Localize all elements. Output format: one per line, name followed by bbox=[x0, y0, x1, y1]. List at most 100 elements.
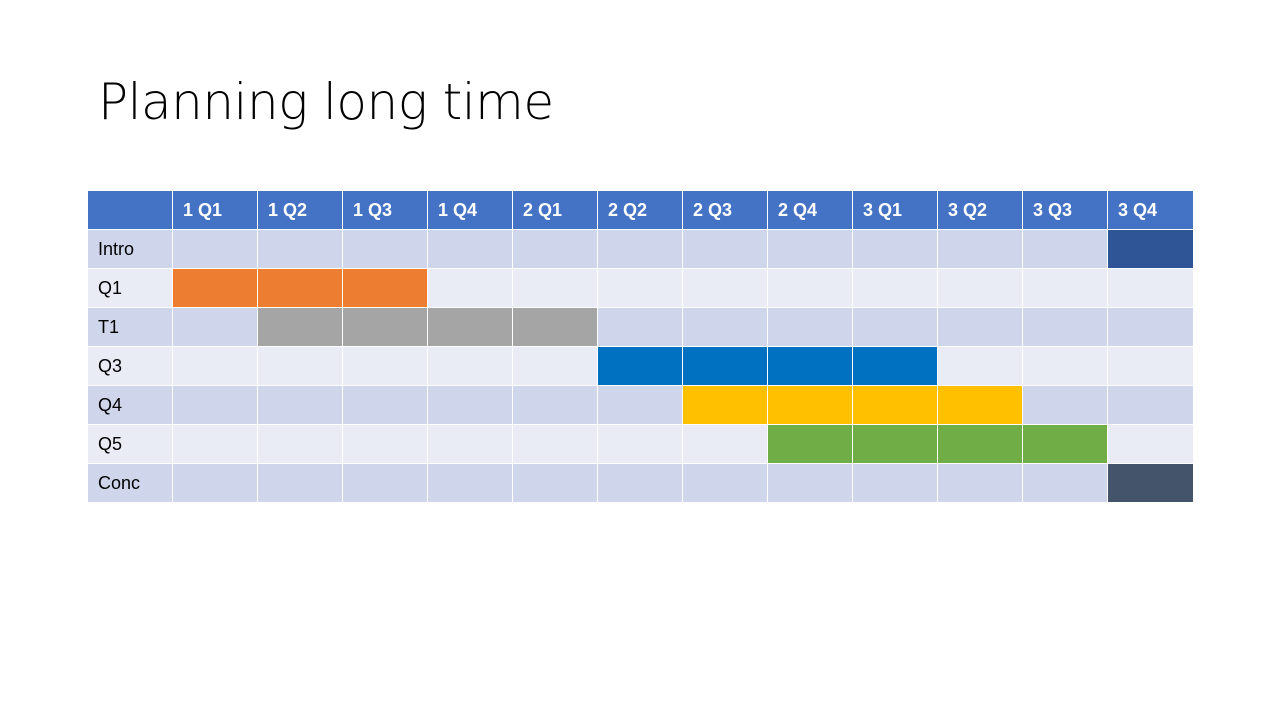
table-cell bbox=[428, 464, 513, 503]
table-cell bbox=[853, 464, 938, 503]
table-cell bbox=[683, 308, 768, 347]
header-quarter: 3 Q2 bbox=[938, 191, 1023, 230]
gantt-bar-cell bbox=[683, 347, 768, 386]
table-cell bbox=[853, 308, 938, 347]
table-cell bbox=[428, 425, 513, 464]
row-label: T1 bbox=[88, 308, 173, 347]
table-cell bbox=[1108, 386, 1193, 425]
header-corner-cell bbox=[88, 191, 173, 230]
table-cell bbox=[173, 425, 258, 464]
row-label: Q5 bbox=[88, 425, 173, 464]
table-cell bbox=[853, 230, 938, 269]
table-cell bbox=[513, 230, 598, 269]
gantt-bar-cell bbox=[598, 347, 683, 386]
table-cell bbox=[343, 230, 428, 269]
table-cell bbox=[768, 230, 853, 269]
table-cell bbox=[258, 464, 343, 503]
table-cell bbox=[513, 269, 598, 308]
header-quarter: 1 Q1 bbox=[173, 191, 258, 230]
table-cell bbox=[513, 425, 598, 464]
gantt-bar-cell bbox=[768, 425, 853, 464]
gantt-bar-cell bbox=[938, 386, 1023, 425]
gantt-bar-cell bbox=[343, 269, 428, 308]
table-cell bbox=[343, 464, 428, 503]
row-label: Conc bbox=[88, 464, 173, 503]
header-quarter: 1 Q3 bbox=[343, 191, 428, 230]
gantt-bar-cell bbox=[1023, 425, 1108, 464]
table-cell bbox=[683, 230, 768, 269]
table-cell bbox=[428, 230, 513, 269]
table-cell bbox=[598, 230, 683, 269]
table-cell bbox=[598, 308, 683, 347]
table-cell bbox=[1023, 464, 1108, 503]
table-cell bbox=[1108, 308, 1193, 347]
gantt-bar-cell bbox=[853, 386, 938, 425]
table-cell bbox=[598, 464, 683, 503]
header-quarter: 2 Q1 bbox=[513, 191, 598, 230]
table-cell bbox=[1108, 425, 1193, 464]
table-cell bbox=[173, 386, 258, 425]
gantt-bar-cell bbox=[683, 386, 768, 425]
table-row: T1 bbox=[88, 308, 1193, 347]
header-quarter: 2 Q2 bbox=[598, 191, 683, 230]
table-cell bbox=[258, 386, 343, 425]
gantt-bar-cell bbox=[258, 269, 343, 308]
table-cell bbox=[173, 308, 258, 347]
table-cell bbox=[768, 308, 853, 347]
table-cell bbox=[343, 425, 428, 464]
header-row: 1 Q1 1 Q2 1 Q3 1 Q4 2 Q1 2 Q2 2 Q3 2 Q4 … bbox=[88, 191, 1193, 230]
table-cell bbox=[938, 308, 1023, 347]
header-quarter: 3 Q3 bbox=[1023, 191, 1108, 230]
table-cell bbox=[258, 230, 343, 269]
table-cell bbox=[258, 425, 343, 464]
row-label: Q4 bbox=[88, 386, 173, 425]
gantt-bar-cell bbox=[428, 308, 513, 347]
table-cell bbox=[683, 425, 768, 464]
table-cell bbox=[938, 347, 1023, 386]
header-quarter: 3 Q1 bbox=[853, 191, 938, 230]
table-row: Q1 bbox=[88, 269, 1193, 308]
table-cell bbox=[938, 230, 1023, 269]
table-cell bbox=[513, 386, 598, 425]
table-cell bbox=[1108, 269, 1193, 308]
table-cell bbox=[428, 347, 513, 386]
table-cell bbox=[683, 464, 768, 503]
slide-title: Planning long time bbox=[98, 73, 554, 131]
gantt-bar-cell bbox=[853, 347, 938, 386]
table-cell bbox=[173, 347, 258, 386]
row-label: Intro bbox=[88, 230, 173, 269]
row-label: Q1 bbox=[88, 269, 173, 308]
gantt-bar-cell bbox=[173, 269, 258, 308]
table-cell bbox=[598, 425, 683, 464]
table-cell bbox=[513, 464, 598, 503]
table-cell bbox=[343, 386, 428, 425]
table-cell bbox=[1023, 386, 1108, 425]
table-cell bbox=[1108, 347, 1193, 386]
header-quarter: 3 Q4 bbox=[1108, 191, 1193, 230]
table-cell bbox=[173, 464, 258, 503]
gantt-bar-cell bbox=[343, 308, 428, 347]
table-cell bbox=[598, 386, 683, 425]
table-cell bbox=[768, 464, 853, 503]
header-quarter: 2 Q4 bbox=[768, 191, 853, 230]
table-row: Q3 bbox=[88, 347, 1193, 386]
header-quarter: 1 Q4 bbox=[428, 191, 513, 230]
table-cell bbox=[428, 269, 513, 308]
header-quarter: 2 Q3 bbox=[683, 191, 768, 230]
table-cell bbox=[428, 386, 513, 425]
table-cell bbox=[1023, 347, 1108, 386]
table-cell bbox=[853, 269, 938, 308]
table-cell bbox=[938, 269, 1023, 308]
table-row: Q5 bbox=[88, 425, 1193, 464]
table-cell bbox=[683, 269, 768, 308]
table-row: Conc bbox=[88, 464, 1193, 503]
table-cell bbox=[598, 269, 683, 308]
gantt-body: Intro Q1 T1 Q3 Q4 Q5 Conc bbox=[88, 230, 1193, 503]
gantt-bar-cell bbox=[853, 425, 938, 464]
table-cell bbox=[768, 269, 853, 308]
table-cell bbox=[513, 347, 598, 386]
gantt-bar-cell bbox=[1108, 464, 1193, 503]
table-cell bbox=[343, 347, 428, 386]
table-row: Intro bbox=[88, 230, 1193, 269]
table-cell bbox=[1023, 269, 1108, 308]
